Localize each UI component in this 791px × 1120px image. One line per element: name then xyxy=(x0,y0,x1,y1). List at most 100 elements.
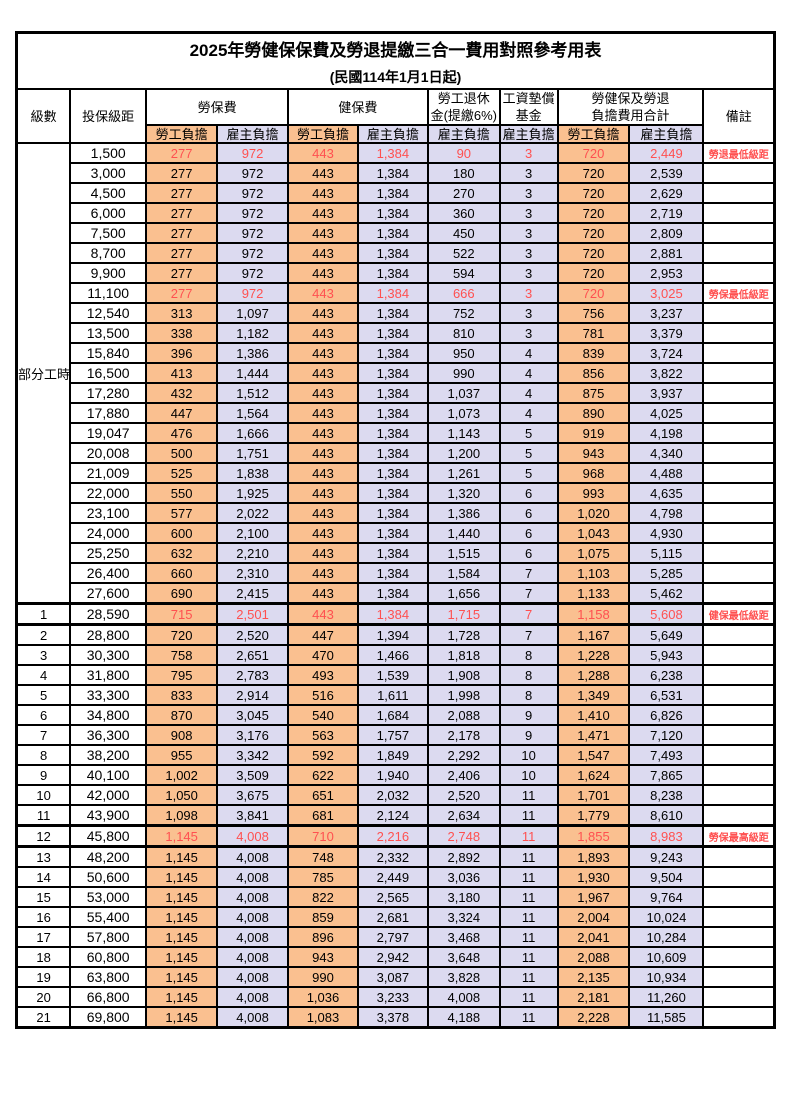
labor-employer-cell: 3,509 xyxy=(216,764,290,786)
total-employer-cell: 5,115 xyxy=(628,542,705,564)
note-cell xyxy=(702,422,776,444)
labor-employer-cell: 972 xyxy=(216,242,290,264)
health-employee-cell: 443 xyxy=(287,142,359,164)
health-employer-cell: 2,216 xyxy=(356,824,429,848)
labor-employer-cell: 1,564 xyxy=(216,402,290,424)
health-employer-cell: 2,681 xyxy=(356,906,429,928)
health-employer-cell: 3,233 xyxy=(356,986,429,1008)
labor-employer-cell: 2,520 xyxy=(216,623,290,646)
wage-fund-employer-cell: 11 xyxy=(498,946,559,968)
total-employer-cell: 2,953 xyxy=(628,262,705,284)
health-employer-cell: 1,384 xyxy=(356,302,429,324)
total-employee-cell: 720 xyxy=(556,202,631,224)
header-bracket: 投保級距 xyxy=(69,88,148,144)
health-employee-cell: 748 xyxy=(287,845,359,868)
header-pension: 勞工退休 金(提繳6%) xyxy=(426,88,501,126)
bracket-cell: 48,200 xyxy=(69,845,148,868)
header-labor-fee: 勞保費 xyxy=(145,88,290,126)
wage-fund-employer-cell: 3 xyxy=(498,202,559,224)
table-row: 13,500 338 1,182 443 1,384 810 3 781 3,3… xyxy=(17,322,776,344)
table-row: 22,000 550 1,925 443 1,384 1,320 6 993 4… xyxy=(17,482,776,504)
labor-employee-cell: 413 xyxy=(145,362,219,384)
labor-employee-cell: 1,145 xyxy=(145,886,219,908)
pension-employer-cell: 3,324 xyxy=(426,906,501,928)
wage-fund-employer-cell: 11 xyxy=(498,845,559,868)
table-row: 4,500 277 972 443 1,384 270 3 720 2,629 xyxy=(17,182,776,204)
wage-fund-employer-cell: 3 xyxy=(498,162,559,184)
pension-employer-cell: 2,406 xyxy=(426,764,501,786)
wage-fund-employer-cell: 11 xyxy=(498,986,559,1008)
health-employer-cell: 1,394 xyxy=(356,623,429,646)
bracket-cell: 24,000 xyxy=(69,522,148,544)
total-employer-cell: 4,635 xyxy=(628,482,705,504)
total-employee-cell: 720 xyxy=(556,162,631,184)
table-row: 16 55,400 1,145 4,008 859 2,681 3,324 11… xyxy=(15,906,776,928)
level-cell: 10 xyxy=(15,784,72,806)
bracket-cell: 50,600 xyxy=(69,866,148,888)
note-cell xyxy=(702,623,776,646)
total-employer-cell: 6,531 xyxy=(628,684,705,706)
table-row: 8,700 277 972 443 1,384 522 3 720 2,881 xyxy=(17,242,776,264)
table-row: 17 57,800 1,145 4,008 896 2,797 3,468 11… xyxy=(15,926,776,948)
bracket-cell: 17,280 xyxy=(69,382,148,404)
health-employee-cell: 443 xyxy=(287,422,359,444)
total-employer-cell: 3,237 xyxy=(628,302,705,324)
health-employer-cell: 1,849 xyxy=(356,744,429,766)
health-employee-cell: 443 xyxy=(287,402,359,424)
subheader-total-employee: 勞工負擔 xyxy=(556,124,631,144)
health-employee-cell: 443 xyxy=(287,502,359,524)
note-cell xyxy=(702,222,776,244)
table-row: 17,280 432 1,512 443 1,384 1,037 4 875 3… xyxy=(17,382,776,404)
total-employer-cell: 8,983 xyxy=(628,824,705,848)
labor-employer-cell: 1,182 xyxy=(216,322,290,344)
labor-employee-cell: 1,145 xyxy=(145,986,219,1008)
level-cell: 14 xyxy=(15,866,72,888)
bracket-cell: 23,100 xyxy=(69,502,148,524)
bracket-cell: 31,800 xyxy=(69,664,148,686)
total-employee-cell: 756 xyxy=(556,302,631,324)
note-cell xyxy=(702,262,776,284)
total-employer-cell: 4,488 xyxy=(628,462,705,484)
total-employee-cell: 1,547 xyxy=(556,744,631,766)
pension-employer-cell: 950 xyxy=(426,342,501,364)
pension-employer-cell: 360 xyxy=(426,202,501,224)
level-cell: 4 xyxy=(15,664,72,686)
health-employer-cell: 1,384 xyxy=(356,142,429,164)
bracket-cell: 40,100 xyxy=(69,764,148,786)
health-employer-cell: 1,384 xyxy=(356,462,429,484)
note-cell xyxy=(702,482,776,504)
note-cell xyxy=(702,966,776,988)
total-employee-cell: 720 xyxy=(556,182,631,204)
note-cell xyxy=(702,804,776,827)
pension-employer-cell: 4,188 xyxy=(426,1006,501,1029)
health-employee-cell: 443 xyxy=(287,282,359,304)
labor-employee-cell: 1,098 xyxy=(145,804,219,827)
header-row-1: 級數 投保級距 勞保費 健保費 勞工退休 金(提繳6%) 工資墊償 基金 勞健保… xyxy=(15,88,776,144)
wage-fund-employer-cell: 11 xyxy=(498,966,559,988)
labor-employer-cell: 972 xyxy=(216,142,290,164)
note-cell xyxy=(702,724,776,746)
note-cell xyxy=(702,664,776,686)
labor-employee-cell: 476 xyxy=(145,422,219,444)
table-body: 部分工時 1,500 277 972 443 1,384 90 3 720 2,… xyxy=(15,142,776,1029)
wage-fund-employer-cell: 8 xyxy=(498,684,559,706)
pension-employer-cell: 666 xyxy=(426,282,501,304)
labor-employee-cell: 432 xyxy=(145,382,219,404)
total-employer-cell: 5,943 xyxy=(628,644,705,666)
health-employer-cell: 1,384 xyxy=(356,542,429,564)
pension-employer-cell: 1,715 xyxy=(426,602,501,626)
table-row: 2 28,800 720 2,520 447 1,394 1,728 7 1,1… xyxy=(15,623,776,646)
table-row: 20 66,800 1,145 4,008 1,036 3,233 4,008 … xyxy=(15,986,776,1008)
note-cell xyxy=(702,582,776,605)
bracket-cell: 26,400 xyxy=(69,562,148,584)
health-employee-cell: 540 xyxy=(287,704,359,726)
total-employee-cell: 1,855 xyxy=(556,824,631,848)
subheader-labor-employer: 雇主負擔 xyxy=(216,124,290,144)
table-row: 15 53,000 1,145 4,008 822 2,565 3,180 11… xyxy=(15,886,776,908)
labor-employee-cell: 1,145 xyxy=(145,946,219,968)
health-employer-cell: 1,384 xyxy=(356,262,429,284)
total-employee-cell: 1,167 xyxy=(556,623,631,646)
wage-fund-employer-cell: 5 xyxy=(498,442,559,464)
wage-fund-employer-cell: 6 xyxy=(498,522,559,544)
pension-employer-cell: 1,386 xyxy=(426,502,501,524)
